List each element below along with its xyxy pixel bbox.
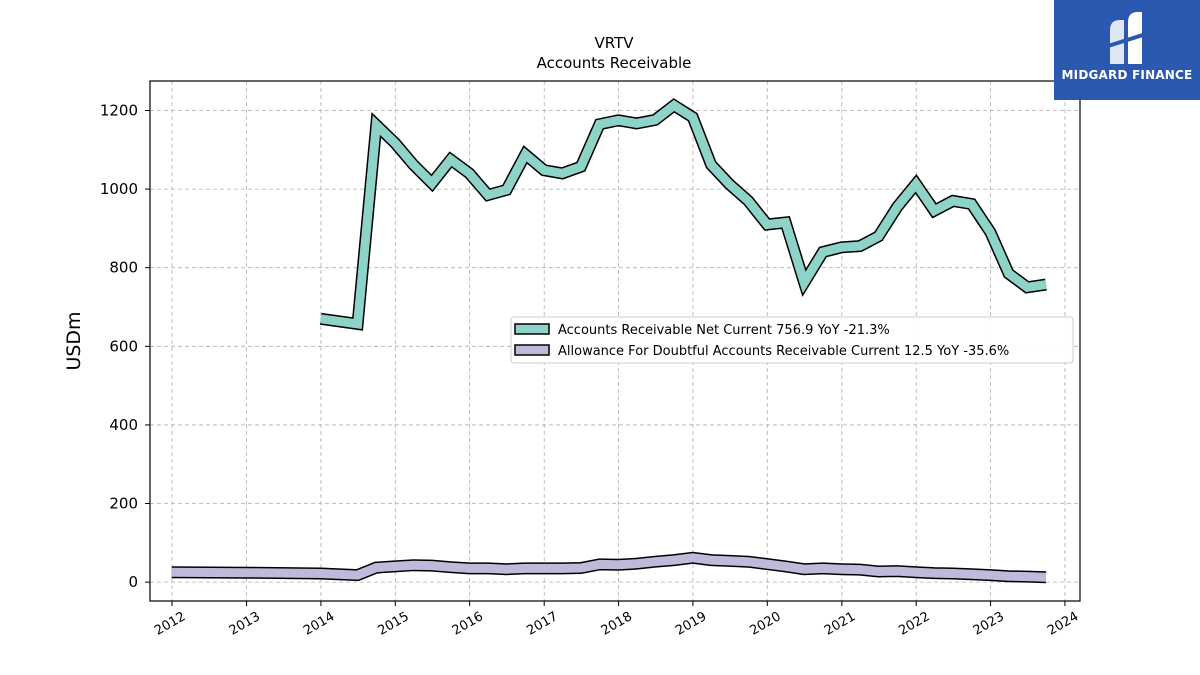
x-tick-label: 2024 xyxy=(1045,609,1081,639)
series-line-outline xyxy=(319,98,1047,331)
x-tick-label: 2021 xyxy=(822,609,858,639)
y-tick-label: 200 xyxy=(109,495,138,513)
x-tick-label: 2018 xyxy=(599,609,635,639)
logo-text: MIDGARD FINANCE xyxy=(1061,68,1193,82)
series-line xyxy=(171,553,1047,582)
legend-label: Allowance For Doubtful Accounts Receivab… xyxy=(558,344,1009,359)
y-tick-label: 1000 xyxy=(100,180,138,198)
y-tick-label: 800 xyxy=(109,259,138,277)
y-tick-label: 600 xyxy=(109,337,138,355)
plot-frame xyxy=(149,80,1081,602)
brand-logo: MIDGARD FINANCE xyxy=(1054,0,1200,100)
x-tick-label: 2022 xyxy=(896,609,932,639)
legend-swatch xyxy=(514,344,550,356)
y-axis-label: USDm xyxy=(63,311,85,370)
x-tick-label: 2013 xyxy=(227,609,263,639)
chart-subtitle: Accounts Receivable xyxy=(537,54,692,72)
chart-title: VRTV xyxy=(594,34,634,52)
series-line xyxy=(320,99,1047,330)
x-tick-label: 2020 xyxy=(747,609,783,639)
y-tick-label: 1200 xyxy=(100,101,138,119)
y-tick-label: 400 xyxy=(109,416,138,434)
legend: Accounts Receivable Net Current 756.9 Yo… xyxy=(510,316,1074,364)
y-tick-label: 0 xyxy=(128,573,138,591)
x-tick-label: 2012 xyxy=(152,609,188,639)
x-tick-label: 2017 xyxy=(524,609,560,639)
x-tick-label: 2015 xyxy=(375,609,411,639)
x-tick-label: 2016 xyxy=(450,609,486,639)
x-tick-label: 2019 xyxy=(673,609,709,639)
x-axis: 2012 2013 2014 2015 2016 2017 2018 2019 2020 2021… xyxy=(152,601,1081,639)
legend-label: Accounts Receivable Net Current 756.9 Yo… xyxy=(558,323,890,338)
series-2 xyxy=(171,551,1047,584)
x-tick-label: 2023 xyxy=(971,609,1007,639)
legend-box xyxy=(510,316,1074,364)
y-axis: 0 200 400 600 800 1000 1200 xyxy=(100,101,150,591)
series-1 xyxy=(319,98,1047,331)
series-layer xyxy=(171,98,1047,584)
legend-swatch xyxy=(514,323,550,335)
x-tick-label: 2014 xyxy=(301,609,337,639)
logo-mark-icon xyxy=(1107,12,1147,64)
